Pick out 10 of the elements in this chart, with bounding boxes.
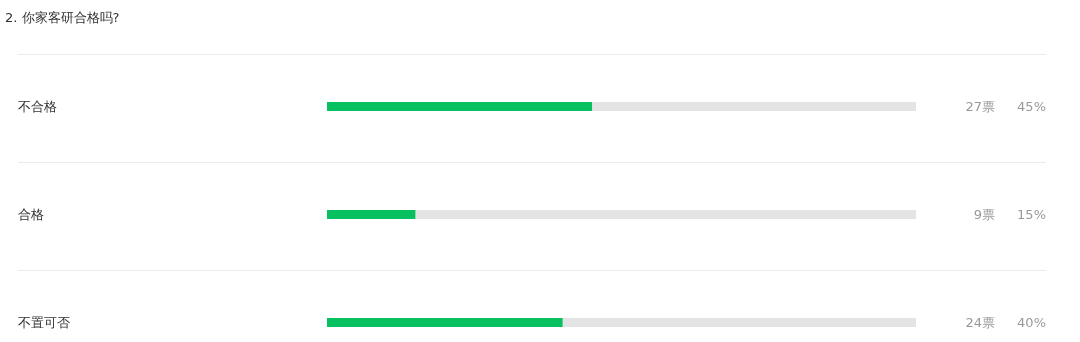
text: 24票 [965,315,995,331]
y-tick-label: 不合格 [18,98,57,114]
data-label: 15% [1017,207,1046,223]
y-tick-label: 合格 [18,206,44,222]
y-tick-label: 不置可否 [18,314,70,330]
text: 27票 [965,99,995,115]
text: 9票 [973,207,995,223]
data-label: 40% [1017,315,1046,331]
text: 2. 你家客研合格吗? [5,9,120,27]
data-label: 45% [1017,99,1046,115]
